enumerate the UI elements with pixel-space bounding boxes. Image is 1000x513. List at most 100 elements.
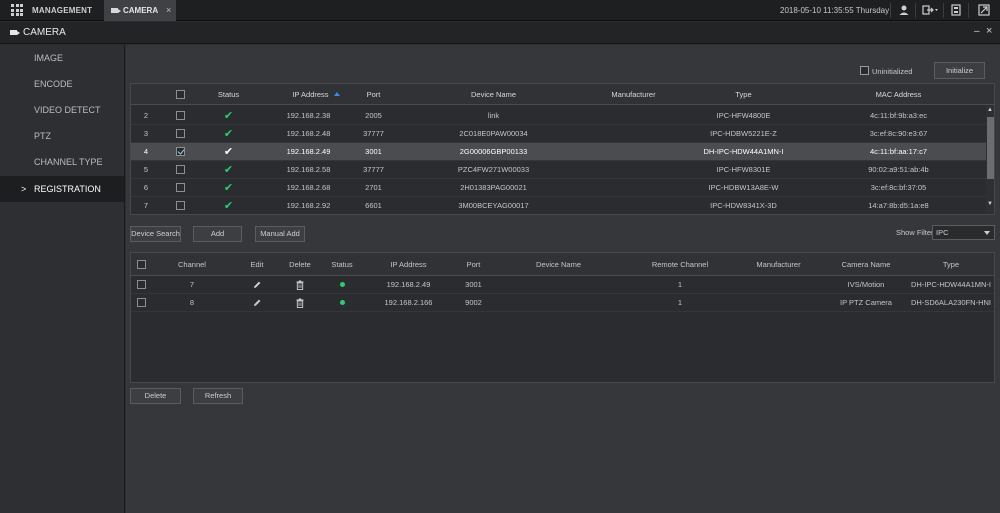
table-row[interactable]: 8 192.168.2.166 9002 1 IP PTZ Camera DH-… xyxy=(131,294,994,312)
header-type[interactable]: Type xyxy=(735,89,752,99)
refresh-button[interactable]: Refresh xyxy=(193,388,243,404)
show-filter-select[interactable]: IPC xyxy=(932,225,995,240)
sidebar-item-image[interactable]: IMAGE xyxy=(34,53,64,63)
row-checkbox-checked[interactable] xyxy=(171,143,189,160)
sidebar: IMAGE ENCODE VIDEO DETECT PTZ CHANNEL TY… xyxy=(0,45,125,513)
delete-trash-icon[interactable] xyxy=(286,294,314,311)
row-type: IPC-HFW4800E xyxy=(716,111,771,120)
edit-pencil-icon[interactable] xyxy=(246,276,268,293)
scroll-thumb[interactable] xyxy=(987,117,994,179)
row-mac: 3c:ef:8c:bf:37:05 xyxy=(870,183,927,192)
minimize-icon[interactable]: – xyxy=(974,26,980,37)
sidebar-item-label: REGISTRATION xyxy=(34,184,101,194)
header-ip-address[interactable]: IP Address xyxy=(271,84,361,104)
row-type: DH-IPC-HDW44A1MN-I xyxy=(703,147,784,156)
row-type: IPC-HDBW5221E-Z xyxy=(710,129,777,138)
table-row[interactable]: 2 ✔ 192.168.2.38 2005 link IPC-HFW4800E … xyxy=(131,107,986,125)
row-mac: 4c:11:bf:aa:17:c7 xyxy=(870,147,927,156)
row-mac: 14:a7:8b:d5:1a:e8 xyxy=(868,201,929,210)
row-checkbox[interactable] xyxy=(171,179,189,196)
row-ip: 192.168.2.38 xyxy=(286,111,331,120)
tab-close-icon[interactable]: × xyxy=(166,5,172,15)
row-device-name: link xyxy=(487,111,500,120)
user-icon[interactable] xyxy=(898,4,910,16)
table-row[interactable]: 5 ✔ 192.168.2.58 37777 PZC4FW271W00033 I… xyxy=(131,161,986,179)
row-number: 6 xyxy=(143,183,149,192)
row-device-name: 2G00006GBP00133 xyxy=(459,147,528,156)
header-status[interactable]: Status xyxy=(217,89,240,99)
table-header: Channel Edit Delete Status IP Address Po… xyxy=(131,253,994,276)
sidebar-item-video-detect[interactable]: VIDEO DETECT xyxy=(34,105,101,115)
scroll-up-icon[interactable]: ▲ xyxy=(987,107,993,113)
add-button[interactable]: Add xyxy=(193,226,242,242)
row-checkbox[interactable] xyxy=(171,161,189,178)
header-manufacturer[interactable]: Manufacturer xyxy=(611,89,656,99)
grid-menu-icon[interactable] xyxy=(11,4,23,16)
row-number: 2 xyxy=(143,111,149,120)
row-checkbox[interactable] xyxy=(133,276,149,293)
row-type: DH-IPC-HDW44A1MN-I xyxy=(911,280,992,289)
row-channel: 8 xyxy=(189,298,195,307)
row-checkbox[interactable] xyxy=(171,125,189,142)
screen-icon[interactable] xyxy=(978,4,990,16)
table-row[interactable]: 6 ✔ 192.168.2.68 2701 2H01383PAG00021 IP… xyxy=(131,179,986,197)
table-row[interactable]: 3 ✔ 192.168.2.48 37777 2C018E0PAW00034 I… xyxy=(131,125,986,143)
device-search-button[interactable]: Device Search xyxy=(130,226,181,242)
manual-add-button[interactable]: Manual Add xyxy=(255,226,305,242)
delete-trash-icon[interactable] xyxy=(286,276,314,293)
header-mac-address[interactable]: MAC Address xyxy=(875,89,922,99)
select-all-checkbox[interactable] xyxy=(133,253,149,275)
header-port: Port xyxy=(466,259,481,269)
header-ip-address: IP Address xyxy=(390,259,427,269)
header-edit: Edit xyxy=(250,259,264,269)
table-row[interactable]: 7 192.168.2.49 3001 1 IVS/Motion DH-IPC-… xyxy=(131,276,994,294)
sidebar-item-channel-type[interactable]: CHANNEL TYPE xyxy=(34,157,103,167)
sidebar-item-registration[interactable]: > REGISTRATION xyxy=(0,176,124,202)
row-camera-name: IP PTZ Camera xyxy=(840,298,892,307)
table-row[interactable]: 7 ✔ 192.168.2.92 6601 3M00BCEYAG00017 IP… xyxy=(131,197,986,214)
header-delete: Delete xyxy=(289,259,311,269)
row-checkbox[interactable] xyxy=(171,197,189,214)
table-row-selected[interactable]: 4 ✔ 192.168.2.49 3001 2G00006GBP00133 DH… xyxy=(131,143,986,161)
header-device-name[interactable]: Device Name xyxy=(470,89,516,99)
management-tab[interactable]: MANAGEMENT xyxy=(32,6,93,15)
sidebar-item-encode[interactable]: ENCODE xyxy=(34,79,73,89)
close-icon[interactable]: × xyxy=(986,25,993,37)
row-port: 3001 xyxy=(365,147,382,156)
chevron-right-icon: > xyxy=(21,184,27,194)
row-number: 4 xyxy=(143,147,149,156)
row-port: 2701 xyxy=(365,183,382,192)
header-port[interactable]: Port xyxy=(366,89,381,99)
row-ip: 192.168.2.58 xyxy=(286,165,331,174)
row-checkbox[interactable] xyxy=(133,294,149,311)
grid-layout-icon[interactable] xyxy=(950,4,962,16)
tab-camera[interactable]: CAMERA × xyxy=(104,0,176,21)
uninitialized-checkbox[interactable] xyxy=(860,66,869,75)
row-port: 3001 xyxy=(465,280,482,289)
row-remote-channel: 1 xyxy=(677,298,683,307)
tab-camera-label: CAMERA xyxy=(123,6,159,15)
header-ip-label: IP Address xyxy=(292,89,329,99)
delete-button[interactable]: Delete xyxy=(130,388,181,404)
scroll-down-icon[interactable]: ▼ xyxy=(987,201,993,207)
row-ip: 192.168.2.166 xyxy=(384,298,433,307)
uninitialized-label: Uninitialized xyxy=(872,67,913,76)
select-all-checkbox[interactable] xyxy=(171,84,189,104)
sidebar-item-ptz[interactable]: PTZ xyxy=(34,131,51,141)
vertical-scrollbar[interactable]: ▲ ▼ xyxy=(986,105,994,214)
row-number: 3 xyxy=(143,129,149,138)
status-ok-icon: ✔ xyxy=(223,164,234,176)
status-ok-icon: ✔ xyxy=(223,128,234,140)
camera-icon xyxy=(10,30,20,35)
row-ip: 192.168.2.68 xyxy=(286,183,331,192)
logout-icon[interactable] xyxy=(922,4,938,16)
row-port: 37777 xyxy=(363,129,384,138)
row-ip: 192.168.2.49 xyxy=(286,147,331,156)
row-channel: 7 xyxy=(189,280,195,289)
table-header: Status IP Address Port Device Name Manuf… xyxy=(131,84,994,105)
row-remote-channel: 1 xyxy=(677,280,683,289)
row-port: 9002 xyxy=(465,298,482,307)
row-checkbox[interactable] xyxy=(171,107,189,124)
edit-pencil-icon[interactable] xyxy=(246,294,268,311)
initialize-button[interactable]: Initialize xyxy=(934,62,985,79)
